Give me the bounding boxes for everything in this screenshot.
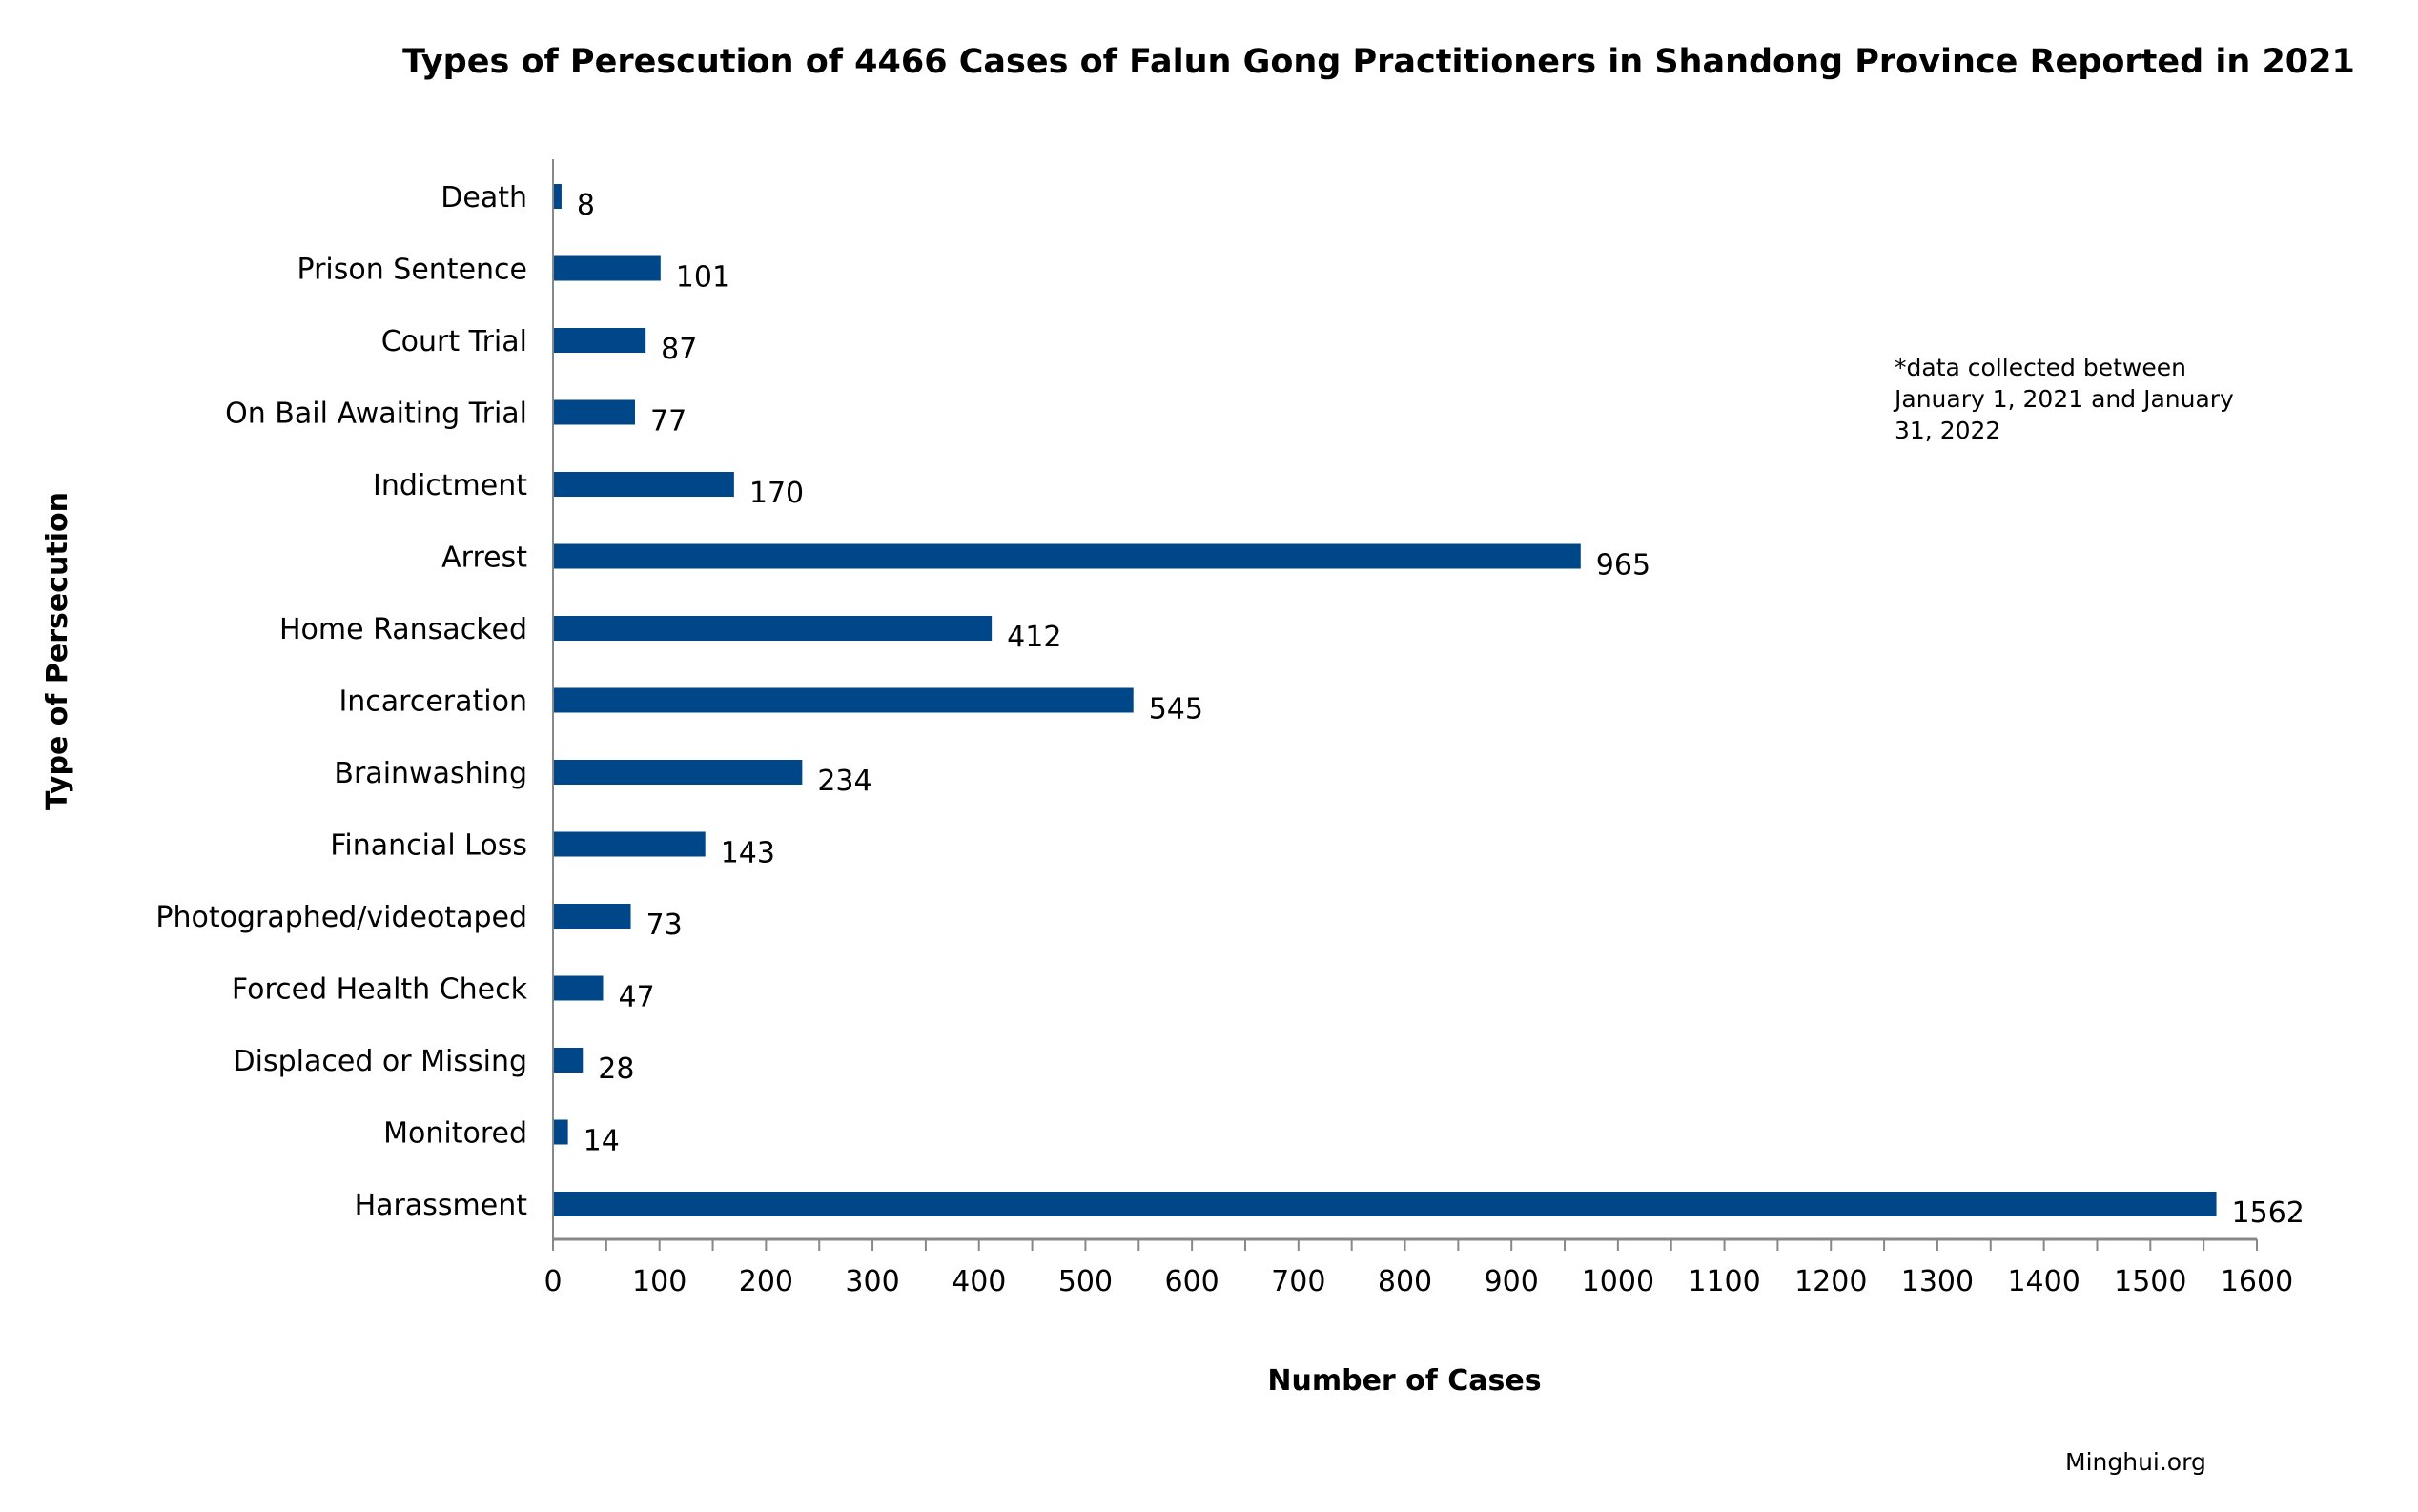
category-label: Brainwashing [334, 757, 527, 790]
data-label: 412 [1007, 621, 1061, 654]
data-labels: 8 101 87 77 170 965 412 545 234 143 73 47 28 14 1562 [577, 189, 2305, 1230]
category-label: Displaced or Missing [234, 1045, 527, 1078]
data-label: 77 [650, 405, 686, 439]
data-label: 28 [598, 1052, 634, 1086]
x-tick-label: 100 [632, 1265, 686, 1298]
data-label: 87 [661, 333, 697, 366]
data-label: 234 [817, 765, 871, 798]
bar-arrest [553, 543, 1581, 569]
category-label: Forced Health Check [232, 973, 528, 1007]
bars-group [553, 184, 2217, 1216]
y-axis-title: Type of Persecution [41, 492, 74, 810]
data-label: 170 [749, 477, 804, 510]
category-labels: Death Prison Sentence Court Trial On Bail A… [155, 181, 527, 1222]
data-label: 14 [584, 1125, 620, 1158]
data-label: 47 [618, 981, 654, 1014]
data-label: 143 [721, 837, 775, 870]
bar-forced-health-check [553, 975, 604, 1001]
bar-on-bail-awaiting-trial [553, 399, 635, 425]
bar-photographed-videotaped [553, 904, 631, 929]
data-label: 101 [676, 261, 730, 295]
x-tick-label: 400 [952, 1265, 1006, 1298]
x-tick-label: 900 [1485, 1265, 1539, 1298]
x-tick-label: 1200 [1794, 1265, 1867, 1298]
bar-court-trial [553, 328, 646, 353]
category-label: Incarceration [338, 685, 527, 719]
data-label: 8 [577, 189, 595, 222]
category-label: Photographed/videotaped [155, 901, 527, 934]
bar-incarceration [553, 687, 1134, 713]
x-tick-label: 200 [739, 1265, 793, 1298]
x-tick-label: 0 [543, 1265, 562, 1298]
bar-harassment [553, 1192, 2217, 1216]
category-label: Harassment [355, 1189, 528, 1222]
x-tick-label: 800 [1378, 1265, 1432, 1298]
annotation-line-3: 31, 2022 [1895, 417, 2000, 444]
chart-title: Types of Perescution of 4466 Cases of Fa… [402, 43, 2355, 81]
category-label: Prison Sentence [297, 254, 527, 287]
category-label: Arrest [441, 541, 527, 575]
x-ticks: 0 100 200 300 400 500 600 700 800 900 1000 1100 1200… [543, 1239, 2293, 1298]
category-label: Financial Loss [330, 829, 527, 863]
annotation-line-1: *data collected between [1895, 354, 2186, 381]
category-label: Indictment [373, 469, 527, 502]
bar-home-ransacked [553, 616, 993, 641]
bar-death [553, 184, 562, 209]
bar-indictment [553, 472, 734, 497]
data-label: 965 [1596, 549, 1650, 582]
x-tick-label: 1100 [1688, 1265, 1760, 1298]
annotation-line-2: January 1, 2021 and January [1893, 385, 2234, 413]
category-label: Monitored [383, 1117, 527, 1151]
x-tick-label: 700 [1271, 1265, 1325, 1298]
x-tick-label: 1400 [2007, 1265, 2080, 1298]
data-label: 73 [646, 909, 683, 942]
bar-displaced-or-missing [553, 1048, 584, 1073]
x-tick-label: 600 [1164, 1265, 1219, 1298]
x-tick-label: 1300 [1901, 1265, 1974, 1298]
source-credit: Minghui.org [2065, 1448, 2206, 1476]
category-label: Death [441, 181, 527, 215]
bar-brainwashing [553, 760, 803, 785]
bar-financial-loss [553, 831, 706, 857]
x-tick-label: 1000 [1582, 1265, 1654, 1298]
category-label: On Bail Awaiting Trial [225, 398, 527, 431]
x-tick-label: 1500 [2114, 1265, 2186, 1298]
bar-monitored [553, 1119, 568, 1145]
x-tick-label: 500 [1058, 1265, 1113, 1298]
category-label: Home Ransacked [279, 613, 527, 646]
data-label: 1562 [2232, 1196, 2305, 1230]
bar-prison-sentence [553, 255, 661, 281]
data-label: 545 [1149, 693, 1203, 726]
x-axis-title: Number of Cases [1267, 1364, 1541, 1398]
x-tick-label: 300 [845, 1265, 899, 1298]
x-tick-label: 1600 [2221, 1265, 2293, 1298]
category-label: Court Trial [381, 325, 527, 358]
